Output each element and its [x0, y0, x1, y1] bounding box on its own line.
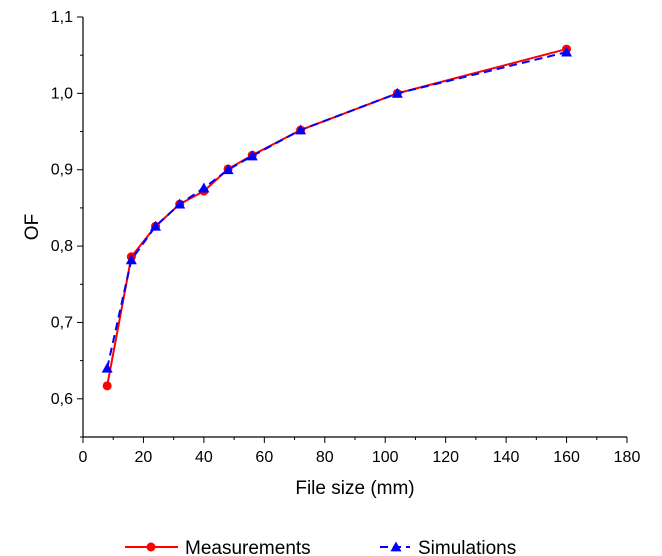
y-tick-label: 1,1 — [51, 9, 73, 26]
data-point-simulations — [174, 198, 186, 209]
x-tick-label: 20 — [135, 449, 153, 466]
y-tick-label: 0,7 — [51, 314, 73, 331]
x-tick-label: 180 — [614, 449, 641, 466]
x-axis-ticks: 0 20 40 60 80 100 120 140 160 180 — [79, 437, 641, 466]
series-simulations — [101, 46, 573, 373]
x-axis-title: File size (mm) — [295, 478, 414, 499]
y-axis-ticks: 0,6 0,7 0,8 0,9 1,0 1,1 — [51, 9, 83, 438]
legend-label-simulations: Simulations — [418, 538, 516, 556]
data-point-simulations — [561, 46, 573, 57]
y-tick-label: 0,6 — [51, 391, 73, 408]
legend-marker-shape — [146, 542, 156, 552]
x-tick-label: 40 — [195, 449, 213, 466]
data-point-simulations — [295, 124, 307, 135]
legend-marker-measurements — [146, 542, 156, 552]
series-line-measurements — [106, 48, 567, 387]
legend-item-simulations: Simulations — [380, 538, 516, 556]
legend-item-measurements: Measurements — [125, 538, 311, 556]
x-tick-label: 0 — [79, 449, 88, 466]
x-tick-label: 100 — [372, 449, 399, 466]
y-axis-title: OF — [22, 214, 43, 240]
axes — [82, 17, 627, 438]
data-point-simulations — [246, 150, 258, 161]
data-point-simulations — [391, 87, 403, 98]
legend: Measurements Simulations — [125, 538, 516, 556]
data-point-simulations — [101, 362, 113, 373]
x-tick-label: 140 — [493, 449, 520, 466]
data-point-measurements — [102, 381, 112, 391]
legend-label-measurements: Measurements — [185, 538, 311, 556]
y-tick-label: 0,9 — [51, 162, 73, 179]
y-tick-label: 1,0 — [51, 85, 73, 102]
y-tick-label: 0,8 — [51, 238, 73, 255]
data-point-simulations — [125, 254, 137, 265]
x-tick-label: 160 — [553, 449, 580, 466]
legend-marker-shape — [390, 541, 402, 552]
series-line-simulations — [106, 51, 567, 369]
data-point-simulations — [150, 220, 162, 231]
series-measurements — [102, 44, 572, 391]
legend-marker-simulations — [390, 541, 402, 552]
x-tick-label: 60 — [255, 449, 273, 466]
x-tick-label: 120 — [432, 449, 459, 466]
data-point-simulations — [198, 182, 210, 193]
data-series — [101, 44, 573, 391]
data-point-simulations — [222, 164, 234, 175]
x-tick-label: 80 — [316, 449, 334, 466]
